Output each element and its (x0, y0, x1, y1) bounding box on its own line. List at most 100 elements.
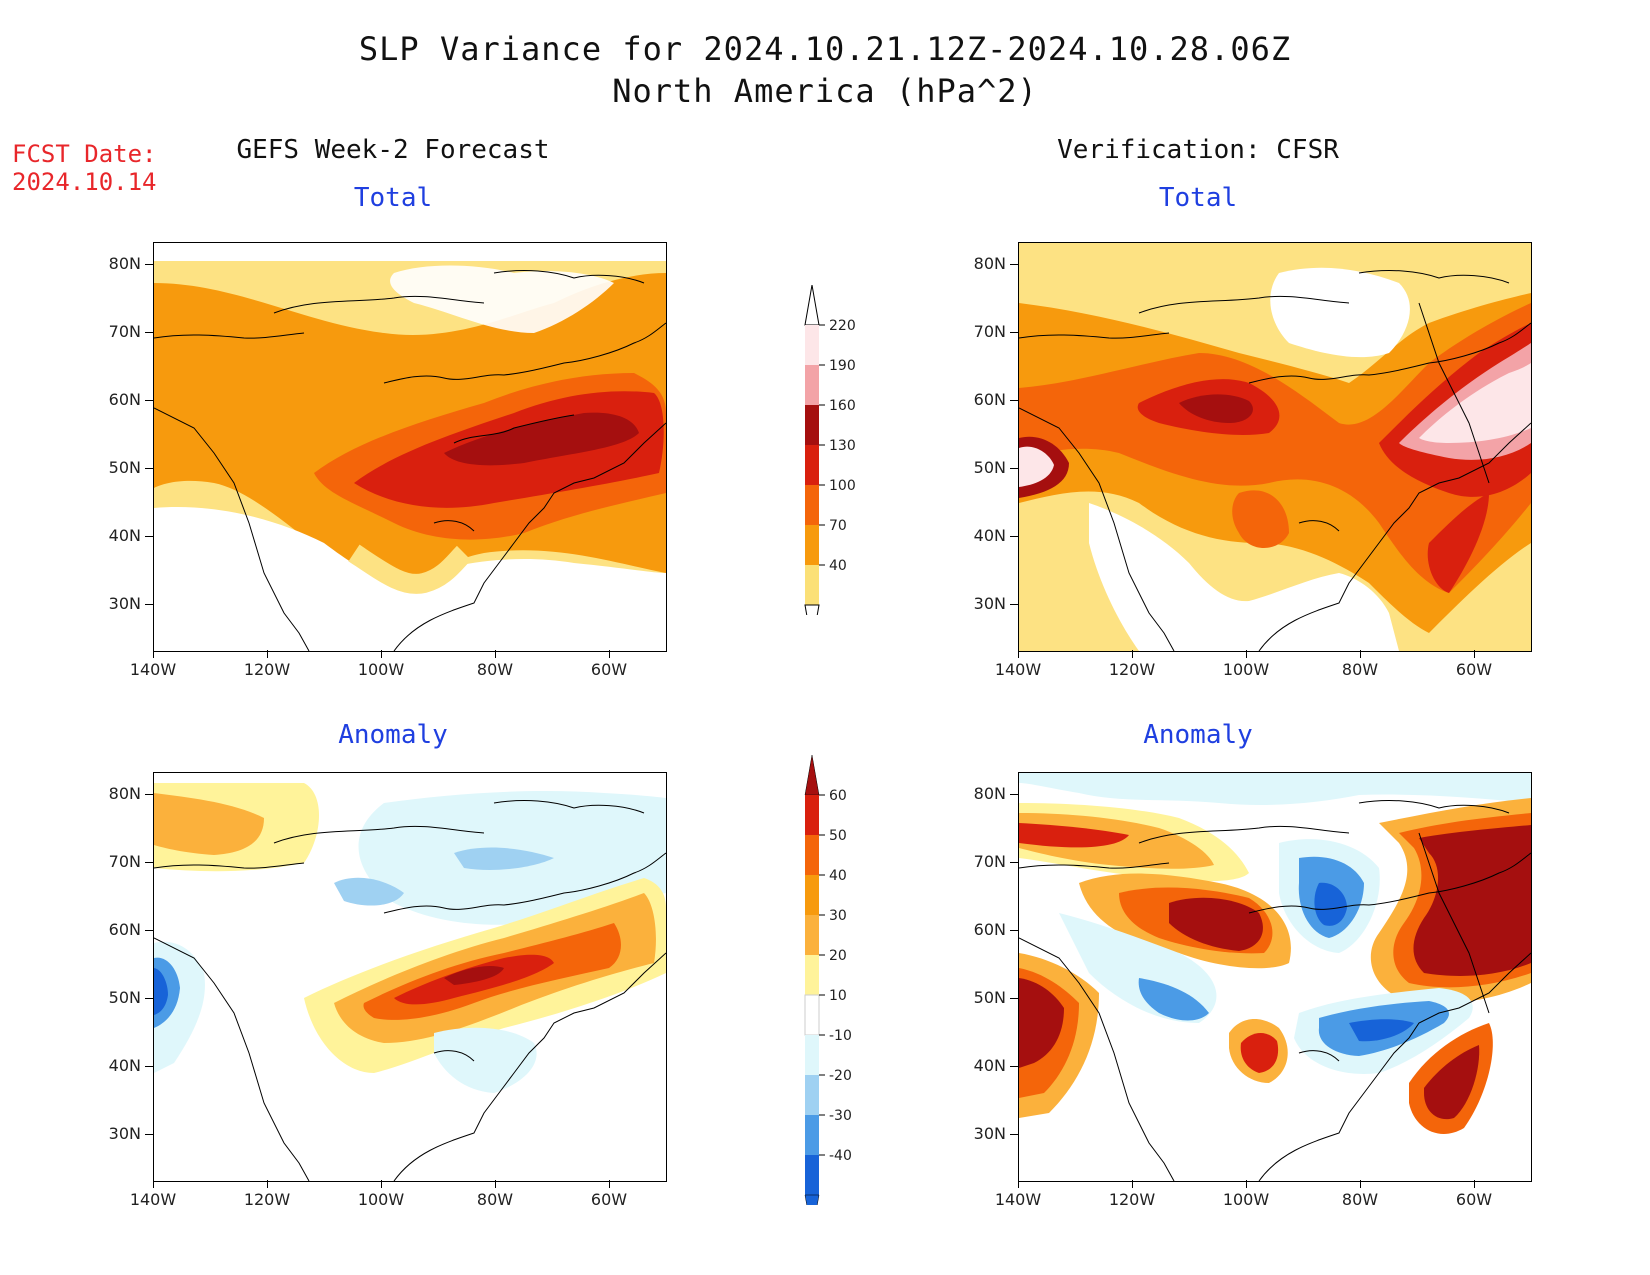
gefs-total-lon-tick-mark (495, 650, 496, 658)
anomaly-colorbar-label: 60 (829, 788, 847, 804)
anomaly-colorbar-swatch (805, 795, 819, 835)
gefs-total-lon-label: 140W (129, 660, 177, 679)
cfsr-anomaly-lat-tick-mark (1010, 1066, 1018, 1067)
gefs-total-lat-label: 60N (108, 390, 141, 409)
anomaly-colorbar-swatch (804, 994, 820, 1036)
total-colorbar-label: 70 (829, 518, 847, 534)
anomaly-colorbar-label: -10 (829, 1028, 852, 1044)
gefs-total-lat-tick-mark (145, 604, 153, 605)
anomaly-colorbar-swatch (805, 1115, 819, 1155)
anomaly-colorbar-label: 10 (829, 988, 847, 1004)
fcst-date-line1: FCST Date: (12, 140, 157, 168)
gefs-anomaly-lat-tick-mark (145, 794, 153, 795)
cfsr-anomaly-lon-label: 140W (994, 1190, 1042, 1209)
gefs-anomaly-lon-label: 80W (476, 1190, 514, 1209)
cfsr-anomaly-lat-label: 70N (973, 852, 1006, 871)
cfsr-anomaly-map (1018, 772, 1532, 1182)
gefs-total-lat-label: 50N (108, 458, 141, 477)
gefs-anomaly-map (153, 772, 667, 1182)
anomaly-colorbar-swatch (805, 915, 819, 955)
total-colorbar-label: 40 (829, 558, 847, 574)
gefs-anomaly-lat-label: 60N (108, 920, 141, 939)
cfsr-anomaly-lon-tick-mark (1132, 1180, 1133, 1188)
total-colorbar-top-arrow (804, 285, 820, 326)
total-colorbar-swatch (805, 445, 819, 485)
gefs-total-lon-tick-mark (267, 650, 268, 658)
total-colorbar-swatch (805, 565, 819, 605)
gefs-anomaly-lon-label: 100W (357, 1190, 405, 1209)
cfsr-total-lon-label: 80W (1341, 660, 1379, 679)
anomaly-colorbar-label: -30 (829, 1108, 852, 1124)
gefs-anomaly-lat-tick-mark (145, 862, 153, 863)
cfsr-total-lat-label: 80N (973, 254, 1006, 273)
gefs-total-lat-label: 70N (108, 322, 141, 341)
cfsr-anomaly-lon-label: 100W (1222, 1190, 1270, 1209)
total-colorbar-label: 100 (829, 478, 856, 494)
anomaly-colorbar-swatch (805, 955, 819, 995)
gefs-total-lon-label: 60W (590, 660, 628, 679)
cfsr-anomaly-lat-tick-mark (1010, 794, 1018, 795)
anomaly-colorbar-label: -20 (829, 1068, 852, 1084)
cfsr-total-lon-label: 140W (994, 660, 1042, 679)
anomaly-colorbar-label: 30 (829, 908, 847, 924)
gefs-total-lat-tick-mark (145, 400, 153, 401)
anomaly-colorbar-label: 20 (829, 948, 847, 964)
gefs-anomaly-lat-tick-mark (145, 1066, 153, 1067)
fcst-date-label: FCST Date: 2024.10.14 (12, 140, 157, 196)
total-colorbar-label: 160 (829, 398, 856, 414)
gefs-anomaly-lat-label: 50N (108, 988, 141, 1007)
left-total-label: Total (353, 183, 433, 213)
left-anomaly-label: Anomaly (338, 720, 448, 750)
cfsr-anomaly-lon-tick-mark (1360, 1180, 1361, 1188)
cfsr-total-lon-tick-mark (1132, 650, 1133, 658)
cfsr-anomaly-lat-label: 30N (973, 1124, 1006, 1143)
gefs-anomaly-lon-label: 140W (129, 1190, 177, 1209)
cfsr-anomaly-lon-label: 80W (1341, 1190, 1379, 1209)
right-anomaly-label: Anomaly (1143, 720, 1253, 750)
total-colorbar-swatch (805, 485, 819, 525)
gefs-anomaly-lon-tick-mark (267, 1180, 268, 1188)
cfsr-total-lon-label: 120W (1108, 660, 1156, 679)
cfsr-anomaly-lat-label: 40N (973, 1056, 1006, 1075)
main-subtitle: North America (hPa^2) (612, 72, 1038, 110)
gefs-total-lon-tick-mark (381, 650, 382, 658)
gefs-total-lon-label: 80W (476, 660, 514, 679)
gefs-anomaly-lat-label: 80N (108, 784, 141, 803)
gefs-total-lat-label: 80N (108, 254, 141, 273)
cfsr-total-lon-tick-mark (1018, 650, 1019, 658)
cfsr-anomaly-lat-label: 50N (973, 988, 1006, 1007)
anomaly-colorbar-swatch (805, 1035, 819, 1075)
anomaly-colorbar-top-arrow (804, 755, 820, 796)
gefs-anomaly-lon-label: 60W (590, 1190, 628, 1209)
cfsr-total-lon-tick-mark (1246, 650, 1247, 658)
cfsr-total-lat-tick-mark (1010, 536, 1018, 537)
cfsr-total-lat-label: 60N (973, 390, 1006, 409)
total-colorbar-bottom-arrow (804, 604, 820, 615)
cfsr-anomaly-lat-label: 60N (973, 920, 1006, 939)
anomaly-colorbar-swatch (805, 875, 819, 915)
gefs-anomaly-lat-label: 40N (108, 1056, 141, 1075)
cfsr-anomaly-lat-label: 80N (973, 784, 1006, 803)
gefs-anomaly-lon-tick-mark (495, 1180, 496, 1188)
gefs-anomaly-lon-label: 120W (243, 1190, 291, 1209)
cfsr-anomaly-lat-tick-mark (1010, 862, 1018, 863)
cfsr-anomaly-lon-tick-mark (1018, 1180, 1019, 1188)
gefs-total-lon-label: 100W (357, 660, 405, 679)
cfsr-total-lon-label: 100W (1222, 660, 1270, 679)
cfsr-total-lat-tick-mark (1010, 604, 1018, 605)
anomaly-colorbar-swatch (805, 1075, 819, 1115)
total-colorbar: 220 190 160 130 100 70 40 (795, 285, 865, 615)
cfsr-total-map (1018, 242, 1532, 652)
cfsr-total-lat-tick-mark (1010, 264, 1018, 265)
anomaly-colorbar-label: 40 (829, 868, 847, 884)
total-colorbar-label: 130 (829, 438, 856, 454)
cfsr-total-lon-tick-mark (1474, 650, 1475, 658)
total-colorbar-swatch (805, 525, 819, 565)
cfsr-total-lat-label: 30N (973, 594, 1006, 613)
cfsr-total-lat-tick-mark (1010, 468, 1018, 469)
gefs-anomaly-lon-tick-mark (609, 1180, 610, 1188)
cfsr-anomaly-lon-tick-mark (1474, 1180, 1475, 1188)
cfsr-anomaly-lat-tick-mark (1010, 930, 1018, 931)
anomaly-colorbar-swatch (805, 1155, 819, 1195)
cfsr-total-lat-tick-mark (1010, 332, 1018, 333)
